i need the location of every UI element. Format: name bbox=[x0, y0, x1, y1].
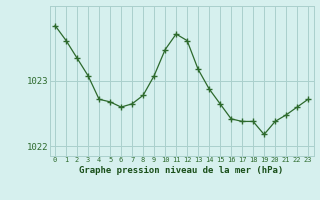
X-axis label: Graphe pression niveau de la mer (hPa): Graphe pression niveau de la mer (hPa) bbox=[79, 166, 284, 175]
